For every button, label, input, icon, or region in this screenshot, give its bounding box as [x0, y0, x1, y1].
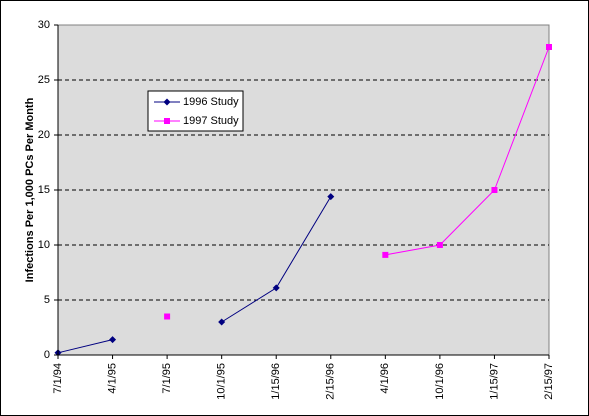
x-tick-label: 2/15/97 — [543, 363, 555, 400]
legend-box — [147, 90, 244, 132]
y-tick-label: 10 — [38, 239, 50, 251]
y-tick-label: 5 — [44, 294, 50, 306]
x-tick-label: 4/1/96 — [379, 363, 391, 394]
x-tick-label: 10/1/95 — [216, 363, 228, 400]
marker — [546, 44, 552, 50]
marker — [164, 313, 171, 320]
marker — [491, 187, 498, 193]
y-tick-label: 25 — [38, 74, 50, 86]
marker — [218, 318, 226, 326]
x-tick-label: 7/1/94 — [52, 363, 64, 394]
x-tick-label: 1/15/97 — [488, 363, 500, 400]
x-tick-label: 1/15/96 — [270, 363, 282, 400]
marker — [164, 118, 170, 124]
axes: 0 5 10 15 20 25 30 7/1/94 4/1/95 7/1/95 10/1/95 1/1… — [38, 19, 555, 400]
y-tick-label: 0 — [44, 349, 50, 361]
marker — [163, 98, 171, 106]
x-tick-label: 7/1/95 — [161, 363, 173, 394]
x-tick-label: 10/1/96 — [434, 363, 446, 400]
y-axis-title: Infections Per 1,000 PCs Per Month — [24, 97, 36, 282]
series-layer — [54, 44, 552, 357]
y-tick-label: 20 — [38, 129, 50, 141]
grid — [58, 79, 549, 301]
y-tick-label: 30 — [38, 19, 50, 31]
marker — [436, 242, 443, 248]
series-line — [385, 46, 550, 256]
legend-label: 1996 Study — [183, 96, 239, 108]
x-tick-label: 2/15/96 — [325, 363, 337, 400]
legend-label: 1997 Study — [183, 115, 239, 127]
marker — [382, 251, 389, 258]
y-tick-label: 15 — [38, 184, 50, 196]
marker — [109, 336, 117, 344]
x-tick-label: 4/1/95 — [106, 363, 118, 394]
marker — [272, 284, 280, 292]
legend: 1996 Study 1997 Study — [147, 90, 244, 132]
marker — [327, 193, 335, 201]
